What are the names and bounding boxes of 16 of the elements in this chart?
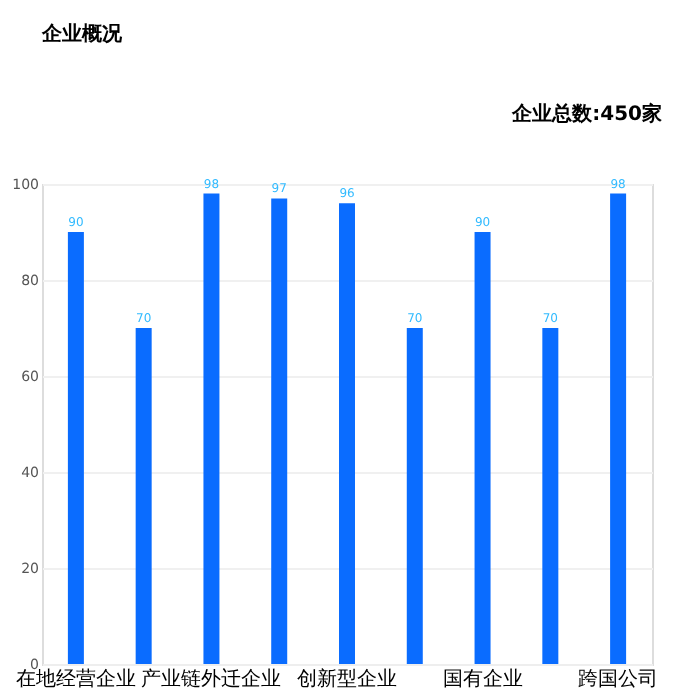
x-tick-label: 跨国公司 — [578, 667, 659, 691]
x-tick-label: 在地经营企业 — [15, 667, 136, 691]
bar — [135, 328, 152, 664]
bar — [203, 193, 220, 664]
bar — [339, 203, 355, 664]
bar — [67, 232, 84, 664]
x-tick-label: 创新型企业 — [297, 667, 397, 691]
bar — [271, 198, 288, 664]
x-tick-label: 国有企业 — [442, 667, 523, 691]
bar — [474, 232, 491, 664]
bar — [406, 328, 423, 664]
chart-title: 企业概况 — [40, 22, 124, 46]
bar — [542, 328, 559, 664]
x-tick-label: 产业链外迁企业 — [141, 667, 282, 691]
text: 企业总数:450家 — [510, 102, 662, 126]
bar — [610, 193, 627, 664]
